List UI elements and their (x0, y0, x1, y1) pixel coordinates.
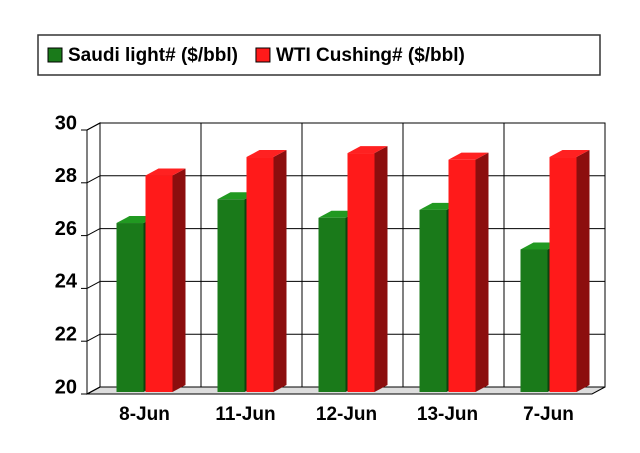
legend-swatch (255, 47, 271, 63)
legend-swatch (47, 47, 63, 63)
bar-side (273, 150, 287, 392)
bar-top (347, 146, 388, 154)
bar-top (448, 152, 489, 160)
bar-top (549, 150, 590, 158)
bar-top (246, 150, 287, 158)
x-tick-label: 13-Jun (417, 404, 478, 425)
y-tick-label: 30 (55, 112, 77, 134)
legend-box (37, 34, 601, 76)
y-tick-label: 24 (55, 271, 78, 293)
x-tick-label: 8-Jun (119, 404, 170, 425)
bar-side (374, 146, 388, 392)
bar (217, 199, 245, 392)
bar-top (145, 168, 186, 176)
bar (448, 159, 476, 392)
bar (145, 175, 173, 392)
bar (347, 153, 375, 392)
bar (520, 249, 548, 392)
legend-label: Saudi light# ($/bbl) (68, 45, 238, 66)
bar (549, 157, 577, 392)
grid-line-side (86, 122, 101, 131)
x-tick-label: 12-Jun (316, 404, 377, 425)
y-tick-label: 22 (55, 323, 77, 345)
grid-line-side (86, 228, 101, 237)
bar (246, 157, 274, 392)
side-wall (86, 122, 101, 395)
y-tick-label: 26 (55, 218, 77, 240)
bar (318, 217, 346, 392)
grid-line-side (86, 333, 101, 342)
grid-line-side (86, 280, 101, 289)
bar-side (576, 150, 590, 392)
grid-line-side (86, 386, 101, 395)
bar-side (475, 152, 489, 392)
bar (419, 209, 447, 392)
legend-label: WTI Cushing# ($/bbl) (276, 45, 465, 66)
x-tick-label: 7-Jun (523, 404, 574, 425)
y-tick-label: 28 (55, 165, 77, 187)
bar-side (172, 168, 186, 392)
bar (116, 223, 144, 392)
x-tick-label: 11-Jun (215, 404, 275, 425)
grid-line-side (86, 175, 101, 184)
y-tick-label: 20 (55, 376, 77, 398)
